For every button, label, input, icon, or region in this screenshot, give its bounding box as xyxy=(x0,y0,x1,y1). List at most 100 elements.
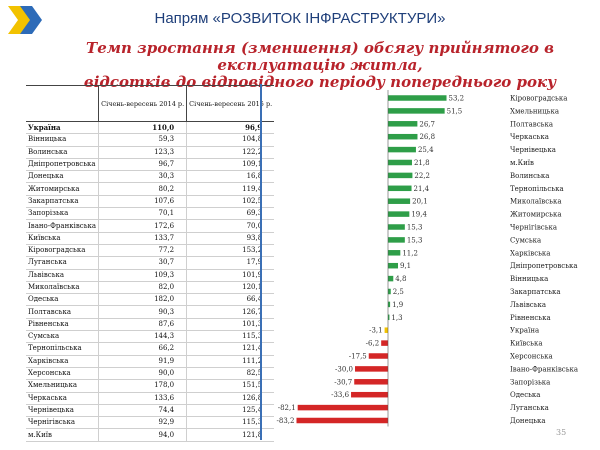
bar xyxy=(368,353,388,359)
table-cell-region: Рівненська xyxy=(26,318,99,332)
table-cell-2014: 123,3 xyxy=(98,146,187,159)
bar-value-label: -83,2 xyxy=(277,417,295,425)
table-row: Хмельницька 178,0 151,5 xyxy=(26,379,275,393)
bar-value-label: 11,2 xyxy=(402,249,418,257)
bar xyxy=(388,133,418,140)
table-cell-region: Запорізька xyxy=(26,207,99,221)
chart-subtitle: Темп зростання (зменшення) обсягу прийня… xyxy=(50,40,590,91)
table-row: Закарпатська 107,6 102,5 xyxy=(26,195,275,209)
category-label: Тернопільська xyxy=(510,185,564,193)
table-cell-2015: 101,3 xyxy=(186,318,275,332)
bar-value-label: 9,1 xyxy=(400,262,411,270)
table-cell-region: Полтавська xyxy=(26,305,99,319)
table-cell-region: Чернівецька xyxy=(26,404,99,418)
table-cell-region: Дніпропетровська xyxy=(26,158,99,172)
table-cell-2014: 109,3 xyxy=(98,269,187,282)
table-row: Полтавська 90,3 126,7 xyxy=(26,305,275,319)
table-cell-2015: 121,4 xyxy=(186,342,275,356)
category-label: Вінницька xyxy=(510,275,548,283)
table-cell-2015: 153,2 xyxy=(186,244,275,258)
table-cell-2014: 70,1 xyxy=(98,207,187,221)
bar-chart: 53,2 Кіровоградська 51,5 Хмельницька 26,7 Пол… xyxy=(277,90,578,427)
bar-value-label: 51,5 xyxy=(447,107,463,115)
category-label: Рівненська xyxy=(510,314,551,322)
table-cell-2014: 172,6 xyxy=(98,219,187,233)
table-cell-2015: 151,5 xyxy=(186,379,275,393)
category-label: Херсонська xyxy=(510,353,553,361)
table-row: Одеська 182,0 66,4 xyxy=(26,293,275,307)
bar-value-label: 22,2 xyxy=(414,172,430,180)
bar-value-label: -6,2 xyxy=(366,340,380,348)
bar xyxy=(296,417,388,424)
table-cell-2014: 90,3 xyxy=(98,305,187,319)
table-row: Волинська 123,3 122,2 xyxy=(26,146,275,159)
table-cell-region: Чернігівська xyxy=(26,416,99,430)
bar-value-label: 26,8 xyxy=(419,133,435,141)
table-cell-2014: 59,3 xyxy=(98,133,187,147)
table-cell-2014: 74,4 xyxy=(98,404,187,418)
table-cell-region: Вінницька xyxy=(26,133,99,147)
table-cell-2014: 91,9 xyxy=(98,355,187,368)
category-label: Донецька xyxy=(510,417,546,425)
bar xyxy=(388,250,401,256)
table-cell-2014: 96,7 xyxy=(98,158,187,172)
bar-value-label: -30,7 xyxy=(334,378,352,386)
table-row: Рівненська 87,6 101,3 xyxy=(26,318,275,332)
table-header-row: Січень-вересень 2014 р. Січень-вересень … xyxy=(26,85,275,122)
table-cell-2014: 133,7 xyxy=(98,232,187,245)
bar-value-label: 53,2 xyxy=(449,95,465,103)
bar xyxy=(388,211,410,217)
table-cell-2015: 70,0 xyxy=(186,219,275,233)
bar xyxy=(388,108,445,114)
bar xyxy=(388,288,391,295)
bar xyxy=(388,121,418,127)
table-cell-region: м.Київ xyxy=(26,428,99,442)
table-row: Запорізька 70,1 69,3 xyxy=(26,207,275,221)
table-cell-2014: 133,6 xyxy=(98,392,187,405)
bar xyxy=(388,275,394,282)
table-row: Львівська 109,3 101,9 xyxy=(26,269,275,282)
bar-value-label: 20,1 xyxy=(412,198,428,206)
table-cell-2015: 121,8 xyxy=(186,428,275,442)
table-cell-2015: 111,2 xyxy=(186,355,275,368)
table-row: Сумська 144,3 115,3 xyxy=(26,330,275,344)
table-cell-2014: 87,6 xyxy=(98,318,187,332)
bar-value-label: 25,4 xyxy=(418,146,434,154)
subtitle-line-1: Темп зростання (зменшення) обсягу прийня… xyxy=(86,39,554,74)
table-row: Тернопільська 66,2 121,4 xyxy=(26,342,275,356)
bar xyxy=(388,314,390,321)
table-header-2014: Січень-вересень 2014 р. xyxy=(98,85,187,122)
table-cell-2014: 110,0 xyxy=(98,121,187,135)
table-cell-2015: 101,9 xyxy=(186,269,275,282)
table-cell-2015: 102,5 xyxy=(186,195,275,209)
table-cell-region: Харківська xyxy=(26,355,99,368)
table-cell-region: Кіровоградська xyxy=(26,244,99,258)
bar xyxy=(388,262,399,269)
table-cell-2014: 30,7 xyxy=(98,256,187,270)
table-row: Донецька 30,3 16,8 xyxy=(26,170,275,184)
category-label: Кіровоградська xyxy=(510,95,567,103)
bar-value-label: 21,8 xyxy=(414,159,430,167)
category-label: м.Київ xyxy=(510,159,534,167)
table-body: Україна 110,0 96,9 Вінницька 59,3 104,8 Волинс… xyxy=(26,121,275,442)
table-row: Луганська 30,7 17,9 xyxy=(26,256,275,270)
category-label: Сумська xyxy=(510,236,541,244)
table-cell-2015: 66,4 xyxy=(186,293,275,307)
bar-value-label: 15,3 xyxy=(407,236,423,244)
table-cell-region: Україна xyxy=(26,121,99,135)
table-row: Україна 110,0 96,9 xyxy=(26,121,275,135)
bar xyxy=(388,198,411,204)
category-label: Хмельницька xyxy=(510,107,559,115)
category-label: Миколаївська xyxy=(510,198,562,206)
bar-value-label: 2,5 xyxy=(393,288,404,296)
table-cell-2015: 115,3 xyxy=(186,330,275,344)
category-label: Запорізька xyxy=(510,378,550,386)
table-row: Житомирська 80,2 119,4 xyxy=(26,182,275,196)
category-label: Харківська xyxy=(510,249,550,257)
table-cell-2015: 119,4 xyxy=(186,182,275,196)
table-row: Дніпропетровська 96,7 109,1 xyxy=(26,158,275,172)
table-cell-2014: 90,0 xyxy=(98,367,187,381)
table-cell-2015: 109,1 xyxy=(186,158,275,172)
category-label: Черкаська xyxy=(510,133,549,141)
bar xyxy=(297,404,388,411)
